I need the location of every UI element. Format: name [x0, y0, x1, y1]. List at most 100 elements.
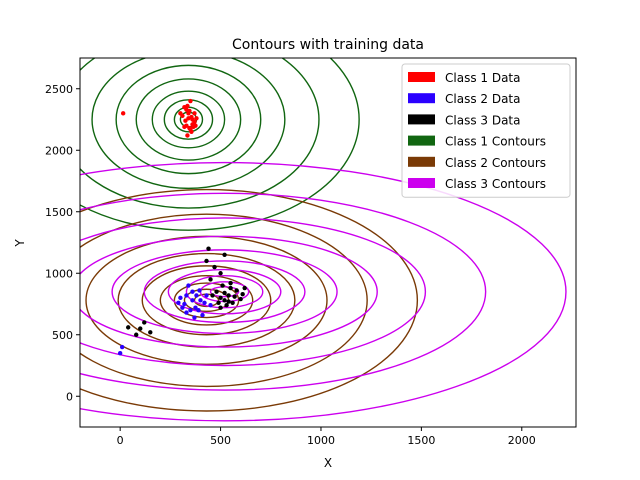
- contour-ring: [111, 249, 338, 335]
- data-point: [210, 293, 215, 298]
- contour-ring: [141, 265, 272, 336]
- data-point: [190, 289, 195, 294]
- y-tick-label: 1500: [45, 206, 73, 219]
- data-points-layer: [117, 98, 247, 356]
- data-point: [242, 285, 247, 291]
- legend-box: [401, 63, 571, 198]
- contour-ring: [135, 78, 242, 161]
- legend-label: Class 2 Data: [445, 92, 521, 106]
- data-point: [218, 271, 223, 276]
- contour-ring: [80, 58, 320, 209]
- data-point: [208, 277, 213, 282]
- contour-ring: [115, 64, 262, 175]
- legend-swatch: [408, 72, 435, 82]
- y-tick-label: 2500: [45, 83, 73, 96]
- contour-ring: [80, 213, 368, 388]
- data-point: [187, 125, 192, 131]
- x-axis-label: X: [324, 456, 332, 470]
- data-point: [185, 103, 190, 109]
- data-point: [189, 114, 194, 120]
- data-point: [234, 288, 239, 293]
- contour-ring: [80, 188, 418, 412]
- data-point: [208, 303, 213, 308]
- data-point: [226, 299, 231, 304]
- data-point: [232, 294, 237, 299]
- data-point: [185, 133, 190, 138]
- data-point: [188, 98, 193, 104]
- data-point: [180, 305, 185, 310]
- contour-ring: [185, 275, 264, 309]
- contour-layer: [80, 58, 567, 422]
- y-tick-label: 500: [52, 329, 73, 342]
- contour-ring: [80, 235, 378, 348]
- data-point: [202, 300, 207, 305]
- data-point: [117, 351, 123, 356]
- data-point: [188, 307, 193, 313]
- data-point: [193, 305, 198, 310]
- data-point: [125, 325, 131, 330]
- data-point: [192, 315, 197, 320]
- x-tick-label: 2000: [508, 434, 536, 447]
- contour-ring: [80, 58, 360, 231]
- y-tick-label: 1000: [45, 267, 73, 280]
- data-point: [238, 296, 243, 302]
- data-point: [220, 283, 225, 288]
- y-axis-label: Y: [13, 239, 27, 248]
- data-point: [228, 280, 233, 286]
- data-point: [240, 291, 245, 297]
- data-point: [183, 118, 188, 123]
- y-tick-label: 2000: [45, 144, 73, 157]
- data-point: [222, 290, 227, 296]
- data-point: [228, 285, 233, 291]
- x-tick-label: 1000: [307, 434, 335, 447]
- legend-label: Class 1 Contours: [445, 135, 546, 149]
- contour-ring: [91, 58, 286, 190]
- data-point: [200, 312, 205, 318]
- data-point: [176, 300, 181, 305]
- data-point: [186, 283, 191, 288]
- data-point: [204, 258, 209, 264]
- legend-swatch: [408, 93, 435, 104]
- data-point: [194, 116, 199, 121]
- contour-ring: [209, 286, 240, 298]
- contour-ring: [159, 275, 254, 326]
- data-point: [148, 330, 153, 335]
- y-tick-label: 0: [66, 390, 73, 403]
- contour-ring: [167, 268, 282, 315]
- data-point: [178, 111, 183, 116]
- legend-swatch: [408, 156, 435, 167]
- data-point: [184, 310, 189, 315]
- legend-label: Class 2 Contours: [445, 156, 546, 170]
- data-point: [178, 295, 183, 301]
- legend-swatch: [408, 114, 435, 125]
- data-point: [216, 300, 221, 305]
- contour-ring: [151, 90, 226, 149]
- data-point: [138, 326, 143, 331]
- data-point: [190, 298, 195, 303]
- legend-label: Class 3 Contours: [445, 177, 546, 191]
- data-point: [197, 288, 202, 293]
- data-point: [192, 111, 197, 116]
- contour-ring: [143, 260, 306, 324]
- data-point: [120, 111, 126, 116]
- contour-ring: [80, 192, 487, 391]
- data-point: [142, 320, 147, 325]
- data-point: [182, 301, 187, 307]
- data-point: [222, 252, 227, 257]
- data-point: [230, 300, 235, 305]
- data-point: [206, 246, 211, 251]
- data-point: [193, 123, 198, 128]
- data-point: [212, 264, 217, 270]
- chart-title: Contours with training data: [232, 37, 424, 53]
- plot-frame: [79, 57, 577, 428]
- data-point: [189, 129, 194, 134]
- data-point: [198, 298, 203, 303]
- legend-label: Class 1 Data: [445, 71, 521, 85]
- data-point: [224, 303, 229, 308]
- data-point: [204, 293, 209, 298]
- data-point: [214, 289, 219, 294]
- data-point: [119, 344, 125, 350]
- x-tick-label: 0: [117, 434, 124, 447]
- contour-ring: [163, 99, 214, 140]
